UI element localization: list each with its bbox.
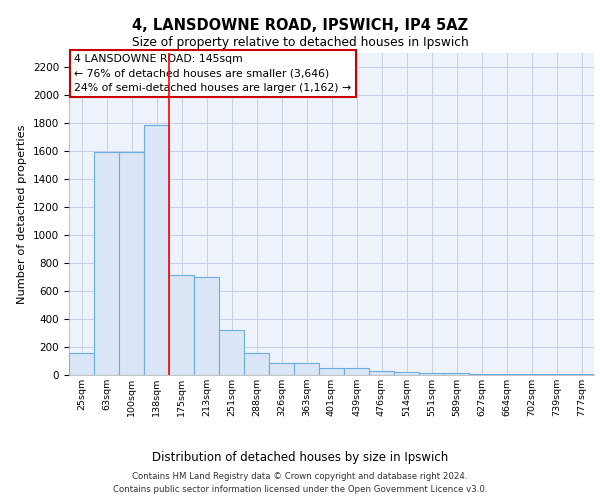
Bar <box>319 368 344 375</box>
Text: Size of property relative to detached houses in Ipswich: Size of property relative to detached ho… <box>131 36 469 49</box>
Bar <box>219 330 244 375</box>
Bar <box>269 363 294 375</box>
Bar <box>569 374 594 375</box>
Bar <box>294 363 319 375</box>
Y-axis label: Number of detached properties: Number of detached properties <box>17 124 28 304</box>
Bar <box>94 152 119 375</box>
Bar <box>419 373 444 375</box>
Bar <box>169 276 194 375</box>
Bar <box>519 374 544 375</box>
Text: 4, LANSDOWNE ROAD, IPSWICH, IP4 5AZ: 4, LANSDOWNE ROAD, IPSWICH, IP4 5AZ <box>132 18 468 32</box>
Bar <box>69 352 94 375</box>
Bar <box>444 373 469 375</box>
Text: Distribution of detached houses by size in Ipswich: Distribution of detached houses by size … <box>152 451 448 464</box>
Text: Contains HM Land Registry data © Crown copyright and database right 2024.
Contai: Contains HM Land Registry data © Crown c… <box>113 472 487 494</box>
Bar <box>344 368 369 375</box>
Bar <box>469 374 494 375</box>
Bar <box>194 277 219 375</box>
Text: 4 LANSDOWNE ROAD: 145sqm
← 76% of detached houses are smaller (3,646)
24% of sem: 4 LANSDOWNE ROAD: 145sqm ← 76% of detach… <box>74 54 352 93</box>
Bar <box>119 152 144 375</box>
Bar <box>244 352 269 375</box>
Bar <box>394 372 419 375</box>
Bar <box>369 371 394 375</box>
Bar <box>144 126 169 375</box>
Bar <box>544 374 569 375</box>
Bar <box>494 374 519 375</box>
